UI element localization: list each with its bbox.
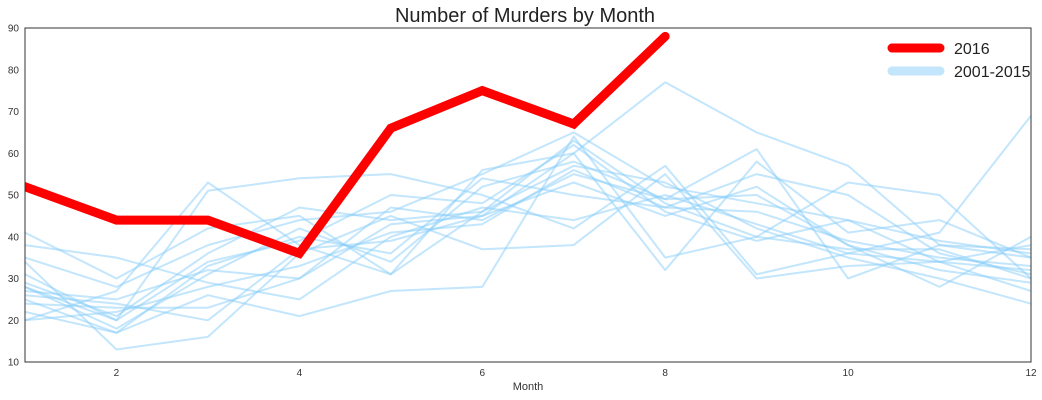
y-tick-label: 80 bbox=[8, 65, 20, 76]
background-series-line bbox=[25, 160, 1031, 330]
y-tick-label: 30 bbox=[8, 274, 20, 285]
background-series-line bbox=[25, 173, 1031, 334]
y-tick-label: 20 bbox=[8, 316, 20, 327]
x-tick-label: 8 bbox=[662, 368, 668, 379]
series-line-2016 bbox=[25, 31, 670, 259]
x-tick-label: 6 bbox=[479, 368, 485, 379]
x-axis-title: Month bbox=[513, 381, 544, 393]
y-tick-label: 70 bbox=[8, 107, 20, 118]
background-series-line bbox=[25, 169, 1031, 322]
x-tick-label: 4 bbox=[297, 368, 303, 379]
x-tick-label: 2 bbox=[114, 368, 120, 379]
y-tick-label: 10 bbox=[8, 358, 20, 369]
legend: 2016 2001-2015 bbox=[887, 41, 1031, 81]
background-series-line bbox=[25, 131, 1031, 288]
background-series-line bbox=[25, 81, 1031, 322]
axis-ticks: 10 20 30 40 50 60 70 80 90 2 4 6 8 10 12 bbox=[8, 24, 1037, 380]
legend-label-2001-2015: 2001-2015 bbox=[954, 64, 1031, 81]
background-series-line bbox=[25, 164, 1031, 318]
plot-area bbox=[25, 31, 1031, 351]
background-series-line bbox=[25, 181, 1031, 322]
y-tick-label: 50 bbox=[8, 191, 20, 202]
y-tick-label: 60 bbox=[8, 149, 20, 160]
chart-title: Number of Murders by Month bbox=[395, 5, 655, 27]
y-tick-label: 90 bbox=[8, 24, 20, 35]
legend-label-2016: 2016 bbox=[954, 41, 990, 58]
y-tick-label: 40 bbox=[8, 232, 20, 243]
plot-frame bbox=[24, 27, 1032, 363]
x-tick-label: 10 bbox=[843, 368, 855, 379]
background-series-line bbox=[25, 173, 1031, 351]
background-series-line bbox=[25, 152, 1031, 301]
background-series-line bbox=[25, 194, 1031, 301]
x-tick-label: 12 bbox=[1025, 368, 1037, 379]
background-series-line bbox=[25, 135, 1031, 334]
